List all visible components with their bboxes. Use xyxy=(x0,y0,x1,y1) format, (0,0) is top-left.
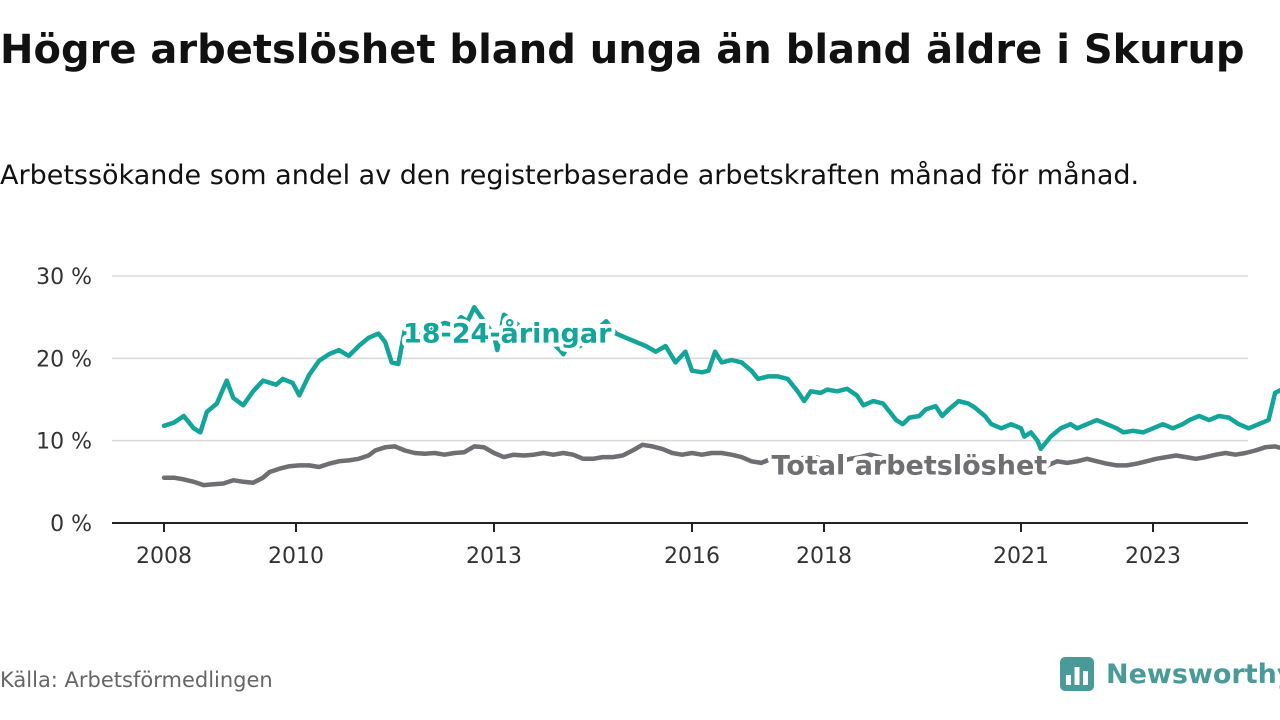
newsworthy-logo-icon xyxy=(1060,657,1094,691)
y-tick-label-1: 10 % xyxy=(36,430,92,455)
x-tick-label-4: 2018 xyxy=(796,544,852,569)
series-line-0 xyxy=(161,305,1280,452)
chart-title: Högre arbetslöshet bland unga än bland ä… xyxy=(0,27,1245,73)
axes: 0 % 10 % 20 % 30 % 2008 2010 2013 2016 2018 2021 2… xyxy=(36,265,1248,569)
series xyxy=(161,305,1280,488)
x-tick-label-2: 2013 xyxy=(466,544,522,569)
y-tick-label-3: 30 % xyxy=(36,265,92,290)
line-chart: 0 % 10 % 20 % 30 % 2008 2010 2013 2016 2018 2021 2… xyxy=(36,265,1280,569)
x-tick-label-5: 2021 xyxy=(993,544,1049,569)
x-tick-label-0: 2008 xyxy=(136,544,192,569)
x-tick-label-3: 2016 xyxy=(664,544,720,569)
series-line-1 xyxy=(161,442,1280,488)
x-tick-label-1: 2010 xyxy=(268,544,324,569)
series-annotation-1: Total arbetslöshet xyxy=(772,450,1048,481)
x-tick-label-6: 2023 xyxy=(1125,544,1181,569)
brand-name: Newsworthy xyxy=(1106,658,1280,690)
source-note: Källa: Arbetsförmedlingen xyxy=(0,668,273,692)
y-tick-label-0: 0 % xyxy=(50,512,92,537)
brand: Newsworthy xyxy=(1060,653,1280,695)
chart-subtitle: Arbetssökande som andel av den registerb… xyxy=(0,160,1140,191)
y-tick-label-2: 20 % xyxy=(36,347,92,372)
series-annotation-0: 18-24-åringar xyxy=(403,318,612,350)
